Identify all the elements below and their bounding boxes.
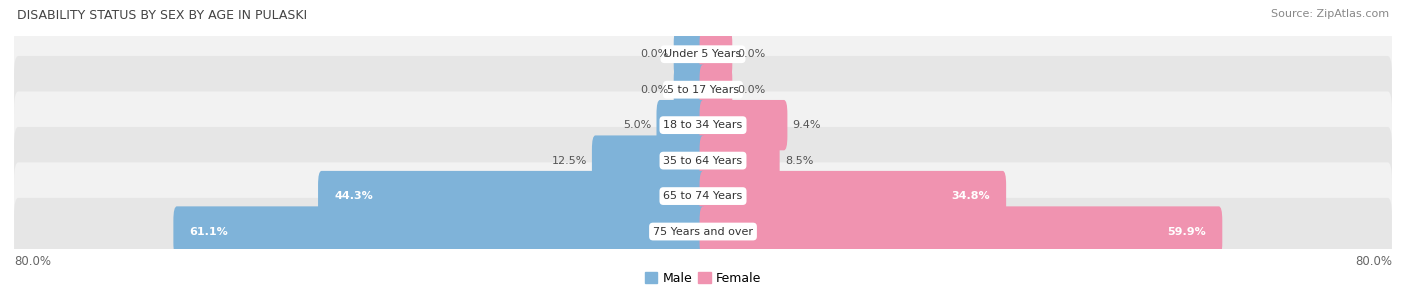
Text: DISABILITY STATUS BY SEX BY AGE IN PULASKI: DISABILITY STATUS BY SEX BY AGE IN PULAS… [17, 9, 307, 22]
Text: 80.0%: 80.0% [1355, 254, 1392, 268]
Text: 65 to 74 Years: 65 to 74 Years [664, 191, 742, 201]
FancyBboxPatch shape [700, 29, 733, 79]
Text: 75 Years and over: 75 Years and over [652, 226, 754, 237]
Text: 8.5%: 8.5% [785, 156, 813, 166]
FancyBboxPatch shape [657, 100, 706, 150]
FancyBboxPatch shape [700, 136, 780, 186]
Text: 80.0%: 80.0% [14, 254, 51, 268]
FancyBboxPatch shape [700, 206, 1222, 257]
FancyBboxPatch shape [14, 198, 1392, 265]
Text: 0.0%: 0.0% [738, 85, 766, 95]
Text: 5 to 17 Years: 5 to 17 Years [666, 85, 740, 95]
Text: 34.8%: 34.8% [950, 191, 990, 201]
Legend: Male, Female: Male, Female [640, 267, 766, 290]
Text: 0.0%: 0.0% [640, 49, 669, 59]
Text: 61.1%: 61.1% [190, 226, 229, 237]
Text: 18 to 34 Years: 18 to 34 Years [664, 120, 742, 130]
FancyBboxPatch shape [318, 171, 706, 221]
FancyBboxPatch shape [700, 64, 733, 115]
FancyBboxPatch shape [14, 56, 1392, 123]
Text: 5.0%: 5.0% [623, 120, 651, 130]
FancyBboxPatch shape [14, 92, 1392, 159]
FancyBboxPatch shape [14, 21, 1392, 88]
FancyBboxPatch shape [14, 162, 1392, 230]
Text: 0.0%: 0.0% [738, 49, 766, 59]
Text: 35 to 64 Years: 35 to 64 Years [664, 156, 742, 166]
Text: Source: ZipAtlas.com: Source: ZipAtlas.com [1271, 9, 1389, 19]
FancyBboxPatch shape [673, 29, 706, 79]
Text: 12.5%: 12.5% [551, 156, 586, 166]
Text: 9.4%: 9.4% [793, 120, 821, 130]
FancyBboxPatch shape [700, 100, 787, 150]
FancyBboxPatch shape [700, 171, 1007, 221]
Text: 44.3%: 44.3% [335, 191, 373, 201]
FancyBboxPatch shape [173, 206, 706, 257]
Text: 0.0%: 0.0% [640, 85, 669, 95]
Text: Under 5 Years: Under 5 Years [665, 49, 741, 59]
FancyBboxPatch shape [673, 64, 706, 115]
Text: 59.9%: 59.9% [1167, 226, 1206, 237]
FancyBboxPatch shape [592, 136, 706, 186]
FancyBboxPatch shape [14, 127, 1392, 194]
